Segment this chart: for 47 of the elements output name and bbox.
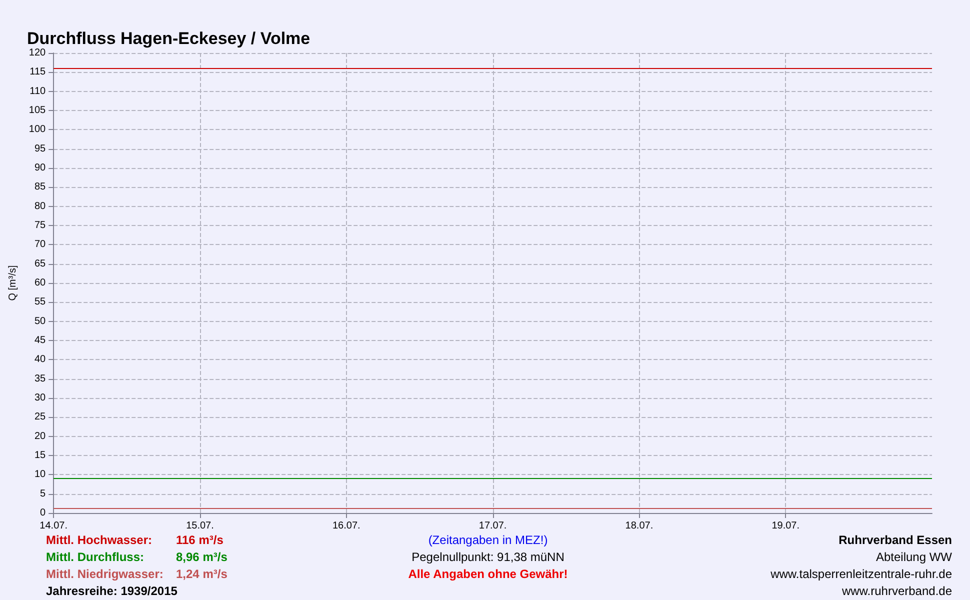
y-tick-label: 95	[34, 143, 46, 154]
y-tick-label: 5	[40, 488, 46, 500]
y-tick-label: 55	[34, 296, 46, 308]
x-tick-label: 19.07.	[772, 520, 800, 532]
ref-line-label: Mittl. Durchfluss:	[46, 550, 144, 564]
y-tick-label: 15	[34, 450, 46, 461]
ref-line-label: Mittl. Niedrigwasser:	[46, 567, 164, 581]
text: (Zeitangaben in MEZ!)	[428, 533, 548, 547]
y-tick-label: 120	[28, 48, 46, 58]
text: 1,24 m³/s	[176, 567, 228, 581]
ref-line-label: Mittl. Hochwasser:	[46, 533, 152, 547]
chart-title: Durchfluss Hagen-Eckesey / Volme	[27, 29, 310, 48]
y-tick-label: 85	[34, 182, 46, 193]
x-tick-label: 18.07.	[625, 520, 654, 532]
y-tick-label: 50	[34, 316, 46, 327]
text: Ruhrverband Essen	[838, 533, 952, 547]
y-axis-title: Q [m³/s]	[8, 265, 18, 301]
text: Pegelnullpunkt: 91,38 müNN	[412, 550, 564, 564]
x-tick-label: 16.07.	[332, 520, 360, 532]
text: 116 m³/s	[176, 533, 224, 547]
y-tick-label: 80	[34, 200, 46, 212]
y-tick-label: 115	[30, 66, 46, 78]
x-tick-label: 14.07.	[40, 520, 68, 532]
y-tick-label: 105	[28, 105, 46, 116]
text: Alle Angaben ohne Gewähr!	[408, 567, 568, 581]
y-tick-label: 45	[34, 335, 46, 346]
y-tick-label: 75	[34, 220, 46, 231]
y-tick-label: 100	[28, 124, 46, 136]
y-tick-label: 20	[34, 430, 46, 442]
y-tick-label: 25	[34, 412, 46, 423]
y-tick-label: 90	[34, 162, 46, 174]
text: Abteilung WW	[876, 550, 953, 564]
y-tick-label: 65	[34, 258, 46, 270]
y-tick-label: 40	[34, 354, 46, 366]
y-tick-label: 0	[40, 508, 46, 518]
y-tick-label: 110	[30, 86, 46, 97]
y-tick-label: 10	[34, 469, 46, 480]
y-tick-label: 35	[34, 373, 46, 384]
text: www.talsperrenleitzentrale-ruhr.de	[770, 567, 952, 581]
x-tick-label: 15.07.	[186, 520, 214, 532]
text: www.ruhrverband.de	[840, 584, 952, 598]
text: 8,96 m³/s	[176, 550, 228, 564]
text: Jahresreihe: 1939/2015	[46, 584, 178, 598]
y-tick-label: 30	[34, 392, 46, 404]
y-tick-label: 70	[34, 239, 46, 250]
x-tick-label: 17.07.	[478, 520, 507, 532]
y-tick-label: 60	[34, 278, 46, 288]
